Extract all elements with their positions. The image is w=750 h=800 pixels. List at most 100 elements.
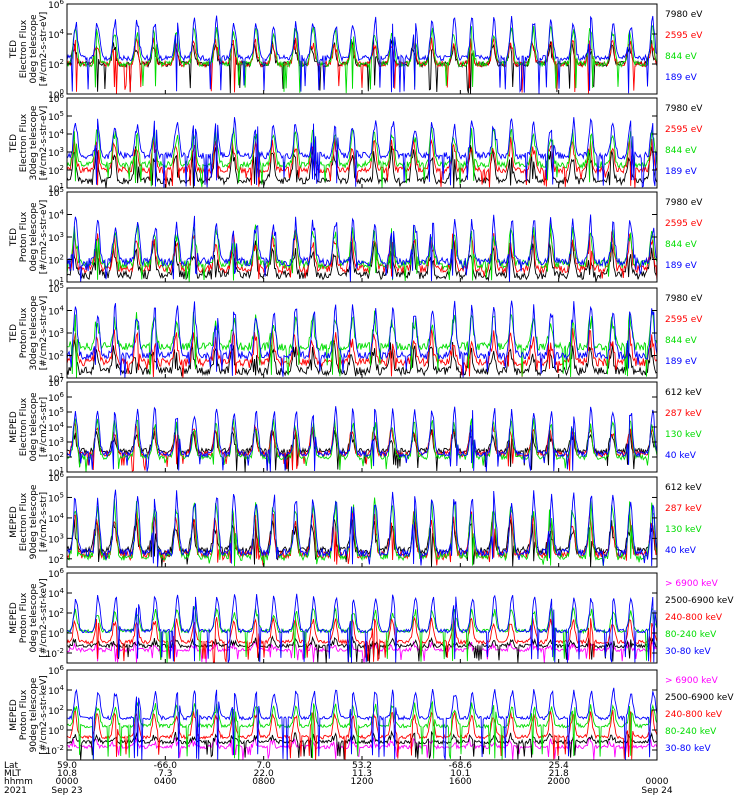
y-tick-label: 102	[48, 451, 64, 464]
time-axis-value: -66.0	[154, 761, 178, 771]
y-tick-exp: 6	[60, 471, 65, 479]
y-axis-label-line: 30deg telescope	[29, 105, 39, 180]
panel-traces	[67, 214, 657, 282]
y-tick-exp: 0	[60, 627, 64, 635]
y-tick-label: 103	[48, 327, 64, 340]
legend-entry: 2595 eV	[665, 125, 703, 135]
y-axis-label-line: Proton Flux	[19, 592, 29, 643]
y-tick-label: 104	[48, 421, 64, 434]
y-tick-exp: 3	[60, 146, 64, 154]
y-tick-base: 10	[48, 379, 60, 389]
time-axis-value: -68.6	[449, 761, 473, 771]
y-tick-base: 10	[48, 687, 60, 697]
legend-entry: 2595 eV	[665, 31, 703, 41]
legend-entry: 30-80 keV	[665, 647, 711, 657]
y-tick-exp: 4	[60, 305, 65, 313]
series-line-2595-ev	[67, 136, 657, 188]
y-tick-exp: 3	[60, 327, 64, 335]
y-tick-label: 101	[48, 372, 64, 385]
y-tick-exp: 6	[60, 567, 65, 575]
y-tick-base: 10	[48, 353, 60, 363]
y-tick-label: 104	[48, 512, 64, 525]
y-tick-label: 102	[48, 553, 64, 566]
y-tick-exp: 4	[60, 587, 65, 595]
y-tick-base: 10	[48, 454, 60, 464]
legend-entry: > 6900 keV	[665, 676, 719, 686]
y-tick-label: 104	[48, 28, 64, 41]
y-tick-label: 105	[48, 282, 64, 295]
y-axis-label-line: [#/cm2-s-str]	[39, 492, 49, 552]
time-axis-value: 7.0	[257, 761, 272, 771]
time-axis-value: 7.3	[158, 769, 172, 779]
y-tick-label: 103	[48, 532, 64, 545]
y-tick-base: 10	[48, 375, 60, 385]
y-tick-base: 10	[48, 494, 60, 504]
y-tick-label: 103	[48, 231, 64, 244]
legend-entry: 7980 eV	[665, 294, 703, 304]
series-line-189-ev	[67, 300, 657, 378]
y-tick-exp: 3	[60, 231, 64, 239]
y-tick-exp: 2	[60, 607, 64, 615]
y-tick-base: 10	[48, 185, 60, 195]
series-line-2595-ev	[67, 327, 657, 378]
time-axis-value: 10.1	[450, 769, 470, 779]
y-axis-label-line: Proton Flux	[19, 211, 29, 262]
legend-entry: 7980 eV	[665, 10, 703, 20]
legend-entry: 287 keV	[665, 504, 702, 514]
panel-traces	[67, 489, 657, 567]
y-tick-exp: 6	[60, 664, 65, 672]
y-axis-label-line: [#/cm2-s-str-eV]	[39, 200, 49, 275]
legend-entry: 287 keV	[665, 409, 702, 419]
panel-frame	[66, 572, 658, 664]
y-axis-label: TEDElectron Flux30deg telescope[#/cm2-s-…	[9, 105, 49, 180]
y-tick-label: 106	[48, 664, 64, 677]
time-axis-value: 0000	[56, 777, 79, 787]
legend-entry: 844 eV	[665, 146, 698, 156]
y-tick-label: 104	[48, 209, 64, 222]
y-axis-label-line: Proton Flux	[19, 689, 29, 740]
y-axis-label-line: [#/cm2-s-str-keV]	[39, 578, 49, 657]
y-axis-label: TEDElectron Flux0deg telescope[#/cm2-s-s…	[9, 12, 49, 87]
series-line-30-80-kev	[67, 687, 657, 760]
y-axis-label-line: Electron Flux	[19, 492, 29, 551]
y-tick-exp: 1	[60, 466, 64, 474]
y-tick-base: 10	[48, 257, 60, 267]
legend-entry: 189 eV	[665, 167, 698, 177]
legend-entry: 7980 eV	[665, 104, 703, 114]
y-tick-label: 101	[48, 182, 64, 195]
y-axis-label-line: MEPED	[9, 506, 19, 538]
series-line-130-kev	[67, 418, 657, 472]
y-axis-label-line: [#/cm2-s-str]	[39, 397, 49, 457]
y-tick-base: 10	[48, 394, 60, 404]
series-line-189-ev	[67, 15, 657, 94]
y-tick-exp: 5	[60, 186, 64, 194]
legend-entry: 2500-6900 keV	[665, 693, 734, 703]
series-line-40-kev	[67, 406, 657, 472]
y-tick-base: 10	[48, 330, 60, 340]
time-axis-value: 0400	[154, 777, 177, 787]
y-tick-base: 10	[48, 469, 60, 479]
y-tick-exp: 2	[60, 254, 64, 262]
time-row-label: MLT	[4, 769, 22, 779]
y-tick-label: 106	[48, 391, 64, 404]
y-axis-label-line: Electron Flux	[19, 113, 29, 172]
legend-entry: 40 keV	[665, 451, 697, 461]
series-line-844-ev	[67, 222, 657, 282]
y-tick-exp: 0	[60, 724, 64, 732]
y-tick-label: 100	[48, 88, 64, 101]
y-tick-exp: 4	[60, 512, 65, 520]
y-tick-base: 10	[48, 727, 60, 737]
y-tick-label: 10-2	[46, 647, 64, 660]
y-tick-label: 102	[48, 58, 64, 71]
y-tick-base: 10	[48, 212, 60, 222]
y-tick-label: 102	[48, 254, 64, 267]
y-axis-label-line: 0deg telescope	[29, 202, 39, 272]
time-axis-value: 25.4	[549, 761, 569, 771]
legend-entry: 240-800 keV	[665, 613, 723, 623]
time-row-label: Lat	[4, 761, 19, 771]
series-line-844-ev	[67, 25, 657, 94]
y-tick-base: 10	[48, 667, 60, 677]
y-axis-label: TEDProton Flux0deg telescope[#/cm2-s-str…	[9, 200, 49, 275]
